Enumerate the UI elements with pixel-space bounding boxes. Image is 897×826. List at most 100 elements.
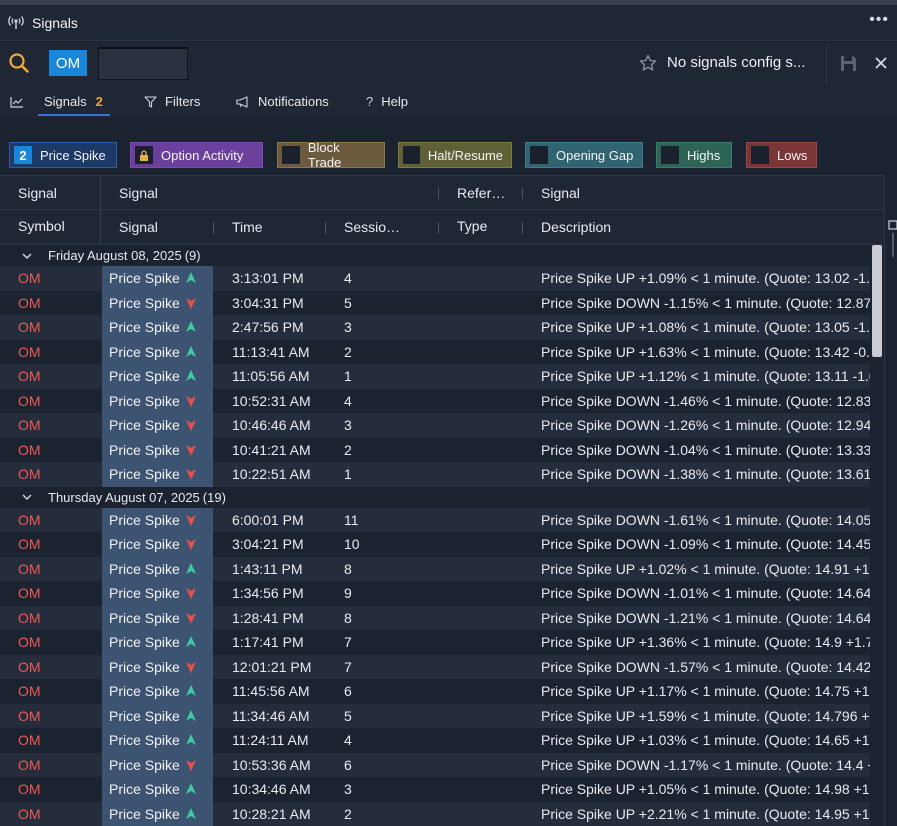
table-row[interactable]: OM Price Spike 10:41:21 AM 2 Price Spike DOW… [0, 437, 870, 462]
star-icon[interactable] [639, 54, 657, 72]
row-symbol[interactable]: OM [18, 392, 41, 409]
row-signal-cell[interactable]: Price Spike [102, 413, 213, 438]
header-type[interactable]: Type [457, 218, 488, 234]
table-row[interactable]: OM Price Spike 10:53:36 AM 6 Price Spike DOW… [0, 752, 870, 777]
row-signal-cell[interactable]: Price Spike [102, 777, 213, 802]
row-symbol[interactable]: OM [18, 658, 41, 675]
symbol-chip[interactable]: OM [49, 50, 87, 76]
row-signal-cell[interactable]: Price Spike [102, 679, 213, 704]
table-row[interactable]: OM Price Spike 10:34:46 AM 3 Price Spike UP … [0, 777, 870, 802]
chip-highs[interactable]: Highs [656, 142, 732, 168]
row-signal-cell[interactable]: Price Spike [102, 556, 213, 581]
table-row[interactable]: OM Price Spike 10:28:21 AM 2 Price Spike UP … [0, 801, 870, 826]
row-symbol[interactable]: OM [18, 270, 41, 286]
row-signal-cell[interactable]: Price Spike [102, 462, 213, 487]
header-symbol[interactable]: Symbol [18, 218, 65, 234]
tab-filters[interactable]: Filters [144, 94, 200, 109]
row-symbol[interactable]: OM [18, 609, 41, 626]
chevron-down-icon[interactable] [21, 491, 33, 503]
row-symbol[interactable]: OM [18, 805, 41, 822]
chip-lows[interactable]: Lows [746, 142, 817, 168]
table-row[interactable]: OM Price Spike 10:22:51 AM 1 Price Spike DOW… [0, 462, 870, 487]
row-signal-cell[interactable]: Price Spike [102, 630, 213, 655]
header-reference[interactable]: Refer… [457, 185, 506, 201]
row-symbol[interactable]: OM [18, 732, 41, 748]
row-symbol[interactable]: OM [18, 536, 41, 552]
row-symbol[interactable]: OM [18, 560, 41, 577]
tab-signals[interactable]: Signals 2 [10, 94, 103, 109]
row-symbol[interactable]: OM [18, 683, 41, 699]
close-icon[interactable] [874, 56, 888, 70]
row-signal-cell[interactable]: Price Spike [102, 801, 213, 826]
row-symbol[interactable]: OM [18, 585, 41, 601]
header-signal-group[interactable]: Signal [18, 185, 57, 201]
row-signal-cell[interactable]: Price Spike [102, 752, 213, 777]
table-row[interactable]: OM Price Spike 3:04:31 PM 5 Price Spike DOWN… [0, 290, 870, 315]
date-group-row[interactable]: Friday August 08, 2025 (9) [0, 245, 870, 266]
row-signal-cell[interactable]: Price Spike [102, 728, 213, 753]
row-signal-cell[interactable]: Price Spike [102, 388, 213, 413]
signals-config-label[interactable]: No signals config s... [667, 54, 806, 71]
row-symbol[interactable]: OM [18, 343, 41, 360]
header-signal[interactable]: Signal [119, 185, 158, 201]
row-signal-cell[interactable]: Price Spike [102, 581, 213, 606]
table-row[interactable]: OM Price Spike 2:47:56 PM 3 Price Spike UP +… [0, 315, 870, 340]
chip-option-activity[interactable]: Option Activity [130, 142, 263, 168]
symbol-input[interactable] [98, 47, 188, 80]
more-options-icon[interactable]: ••• [869, 11, 889, 28]
row-symbol[interactable]: OM [18, 781, 41, 797]
row-symbol[interactable]: OM [18, 294, 41, 311]
table-row[interactable]: OM Price Spike 1:17:41 PM 7 Price Spike UP +… [0, 630, 870, 655]
header-time[interactable]: Time [232, 219, 263, 235]
row-signal-cell[interactable]: Price Spike [102, 532, 213, 557]
header-signal-column[interactable]: Signal [119, 219, 158, 235]
chip-price-spike[interactable]: 2 Price Spike [9, 142, 117, 168]
row-signal-cell[interactable]: Price Spike [102, 437, 213, 462]
chip-halt-resume[interactable]: Halt/Resume [398, 142, 512, 168]
search-icon[interactable] [8, 52, 30, 74]
chip-opening-gap[interactable]: Opening Gap [525, 142, 643, 168]
row-signal-cell[interactable]: Price Spike [102, 339, 213, 364]
row-signal-cell[interactable]: Price Spike [102, 266, 213, 291]
table-row[interactable]: OM Price Spike 6:00:01 PM 11 Price Spike DOW… [0, 507, 870, 532]
table-row[interactable]: OM Price Spike 11:34:46 AM 5 Price Spike UP … [0, 703, 870, 728]
vertical-scrollbar[interactable] [870, 245, 884, 826]
table-row[interactable]: OM Price Spike 1:43:11 PM 8 Price Spike UP +… [0, 556, 870, 581]
row-symbol[interactable]: OM [18, 466, 41, 482]
chip-block-trade[interactable]: Block Trade [277, 140, 385, 170]
table-row[interactable]: OM Price Spike 11:05:56 AM 1 Price Spike UP … [0, 364, 870, 389]
row-symbol[interactable]: OM [18, 319, 41, 335]
columns-panel-icon[interactable] [888, 219, 897, 259]
save-icon[interactable] [840, 55, 857, 72]
header-signal-description-group[interactable]: Signal [541, 185, 580, 201]
row-symbol[interactable]: OM [18, 756, 41, 773]
scrollbar-thumb[interactable] [872, 245, 882, 357]
row-symbol[interactable]: OM [18, 511, 41, 528]
table-row[interactable]: OM Price Spike 10:46:46 AM 3 Price Spike DOW… [0, 413, 870, 438]
table-row[interactable]: OM Price Spike 12:01:21 PM 7 Price Spike DOW… [0, 654, 870, 679]
header-session[interactable]: Sessio… [344, 219, 401, 235]
table-row[interactable]: OM Price Spike 11:13:41 AM 2 Price Spike UP … [0, 339, 870, 364]
table-row[interactable]: OM Price Spike 1:34:56 PM 9 Price Spike DOWN… [0, 581, 870, 606]
table-row[interactable]: OM Price Spike 11:24:11 AM 4 Price Spike UP … [0, 728, 870, 753]
row-signal-cell[interactable]: Price Spike [102, 703, 213, 728]
table-row[interactable]: OM Price Spike 10:52:31 AM 4 Price Spike DOW… [0, 388, 870, 413]
row-symbol[interactable]: OM [18, 368, 41, 384]
row-symbol[interactable]: OM [18, 634, 41, 650]
row-signal-cell[interactable]: Price Spike [102, 654, 213, 679]
table-row[interactable]: OM Price Spike 3:04:21 PM 10 Price Spike DOW… [0, 532, 870, 557]
row-signal-cell[interactable]: Price Spike [102, 364, 213, 389]
date-group-row[interactable]: Thursday August 07, 2025 (19) [0, 486, 870, 508]
table-row[interactable]: OM Price Spike 11:45:56 AM 6 Price Spike UP … [0, 679, 870, 704]
row-signal-cell[interactable]: Price Spike [102, 507, 213, 532]
row-symbol[interactable]: OM [18, 707, 41, 724]
table-row[interactable]: OM Price Spike 1:28:41 PM 8 Price Spike DOWN… [0, 605, 870, 630]
tab-notifications[interactable]: Notifications [236, 94, 329, 109]
table-row[interactable]: OM Price Spike 3:13:01 PM 4 Price Spike UP +… [0, 266, 870, 291]
chevron-down-icon[interactable] [21, 250, 33, 262]
tab-help[interactable]: ? Help [366, 94, 408, 109]
header-description[interactable]: Description [541, 219, 612, 235]
row-signal-cell[interactable]: Price Spike [102, 315, 213, 340]
row-signal-cell[interactable]: Price Spike [102, 290, 213, 315]
row-signal-cell[interactable]: Price Spike [102, 605, 213, 630]
